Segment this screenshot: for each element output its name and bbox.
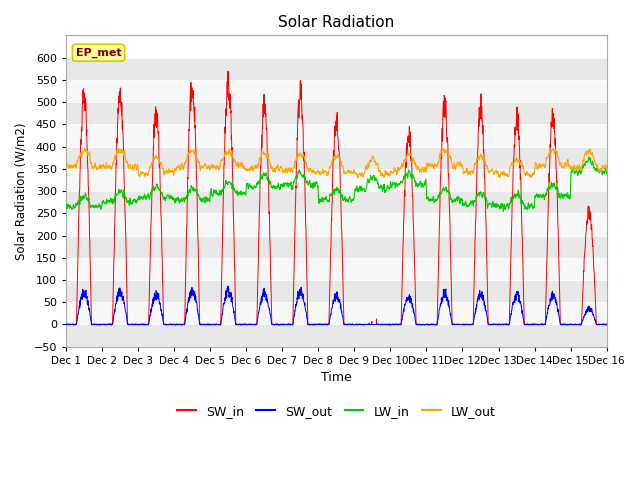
SW_in: [353, 321, 360, 327]
Y-axis label: Solar Radiation (W/m2): Solar Radiation (W/m2): [15, 122, 28, 260]
SW_out: [224, 283, 232, 289]
Bar: [66, 191, 607, 213]
SW_in: [494, 321, 502, 327]
LW_in: [213, 191, 221, 197]
Title: Solar Radiation: Solar Radiation: [278, 15, 394, 30]
SW_in: [213, 322, 221, 328]
SW_in: [603, 322, 611, 328]
LW_out: [438, 145, 446, 151]
Bar: [66, 58, 607, 80]
SW_out: [62, 322, 70, 327]
LW_out: [364, 161, 372, 167]
SW_in: [224, 69, 232, 74]
LW_in: [603, 170, 611, 176]
LW_out: [213, 163, 221, 168]
Bar: [66, 236, 607, 258]
LW_out: [603, 165, 611, 171]
LW_in: [493, 202, 501, 207]
LW_out: [62, 161, 70, 167]
SW_out: [107, 322, 115, 327]
Bar: [66, 258, 607, 280]
Line: SW_in: SW_in: [66, 72, 607, 325]
SW_out: [603, 322, 611, 327]
LW_out: [494, 168, 502, 174]
LW_in: [352, 188, 360, 194]
X-axis label: Time: Time: [321, 372, 352, 384]
LW_in: [570, 169, 578, 175]
LW_in: [500, 209, 508, 215]
LW_out: [570, 162, 578, 168]
LW_in: [62, 202, 70, 207]
Bar: [66, 146, 607, 169]
Line: SW_out: SW_out: [66, 286, 607, 324]
LW_in: [556, 191, 563, 196]
Legend: SW_in, SW_out, LW_in, LW_out: SW_in, SW_out, LW_in, LW_out: [172, 400, 500, 423]
Bar: [66, 124, 607, 146]
Bar: [66, 302, 607, 324]
LW_out: [352, 170, 360, 176]
SW_out: [556, 315, 563, 321]
SW_in: [107, 322, 115, 328]
SW_out: [213, 322, 221, 327]
SW_out: [364, 322, 372, 327]
SW_in: [556, 281, 563, 287]
Line: LW_in: LW_in: [66, 157, 607, 212]
SW_out: [570, 322, 578, 327]
Bar: [66, 102, 607, 124]
SW_in: [570, 322, 578, 327]
Line: LW_out: LW_out: [66, 148, 607, 178]
LW_out: [354, 175, 362, 180]
LW_in: [586, 154, 593, 160]
SW_out: [494, 322, 502, 327]
SW_in: [62, 321, 70, 327]
SW_out: [353, 322, 360, 327]
Bar: [66, 324, 607, 347]
Text: EP_met: EP_met: [76, 48, 122, 58]
LW_out: [556, 160, 563, 166]
Bar: [66, 80, 607, 102]
Bar: [66, 213, 607, 236]
Bar: [66, 280, 607, 302]
SW_in: [364, 322, 372, 327]
LW_in: [364, 177, 371, 182]
Bar: [66, 169, 607, 191]
